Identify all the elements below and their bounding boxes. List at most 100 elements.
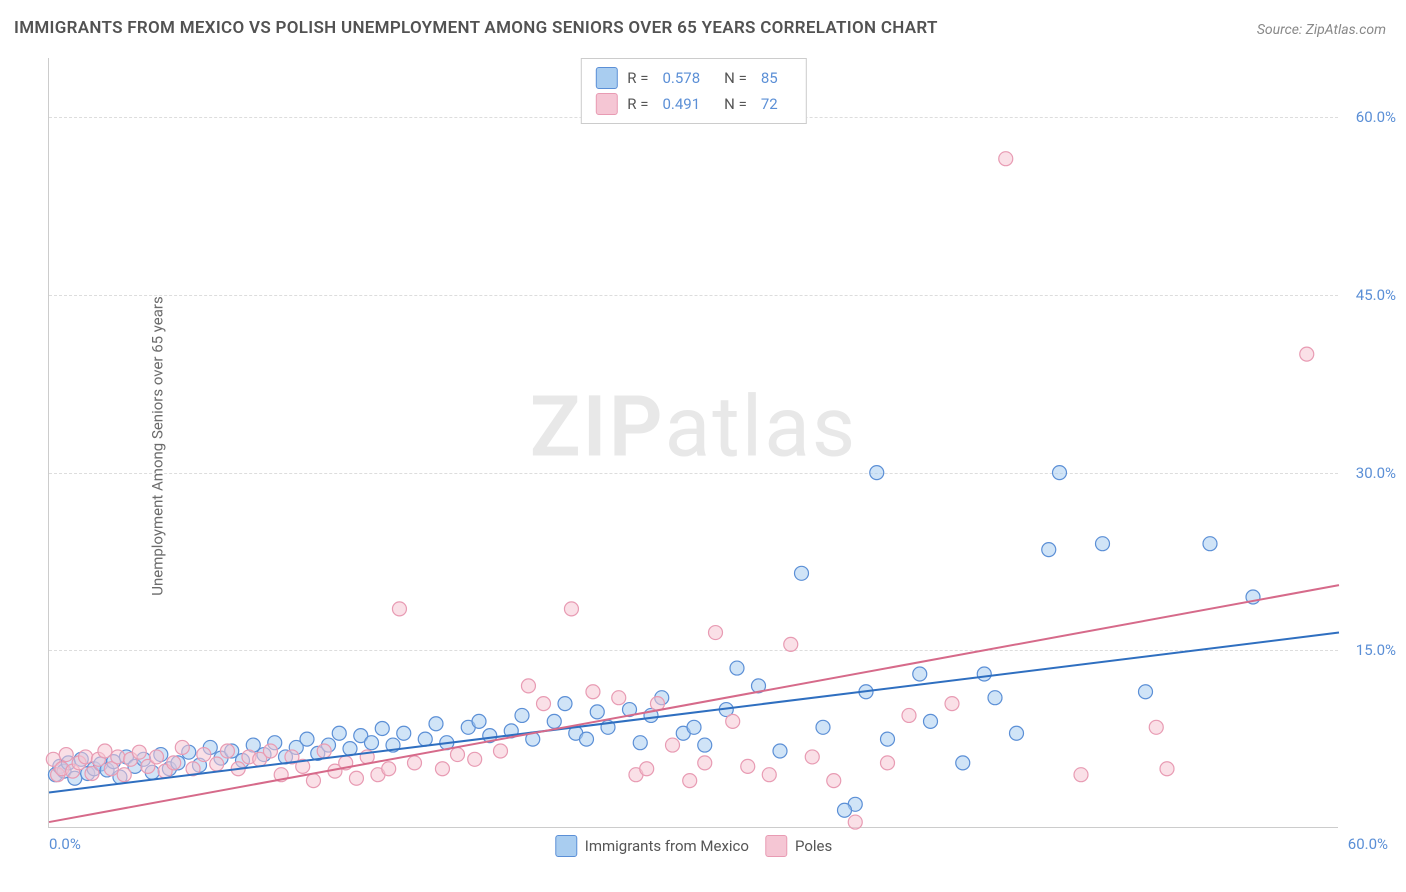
legend-series-label: Immigrants from Mexico	[585, 837, 749, 855]
legend-swatch	[595, 93, 617, 115]
data-point	[848, 815, 862, 829]
data-point	[633, 736, 647, 750]
data-point	[382, 762, 396, 776]
legend-r-value: 0.491	[662, 95, 700, 113]
data-point	[956, 756, 970, 770]
data-point	[418, 732, 432, 746]
data-point	[1160, 762, 1174, 776]
data-point	[698, 756, 712, 770]
data-point	[300, 732, 314, 746]
data-point	[902, 708, 916, 722]
trend-line	[49, 633, 1339, 793]
legend-n-value: 72	[761, 95, 778, 113]
data-point	[494, 744, 508, 758]
data-point	[640, 762, 654, 776]
data-point	[435, 762, 449, 776]
data-point	[1149, 720, 1163, 734]
data-point	[365, 736, 379, 750]
data-point	[397, 726, 411, 740]
data-point	[468, 752, 482, 766]
legend-r-label: R =	[627, 69, 648, 87]
legend-correlation-row: R = 0.578 N = 85	[595, 65, 791, 91]
data-point	[838, 803, 852, 817]
legend-r-label: R =	[627, 95, 648, 113]
legend-swatch	[595, 67, 617, 89]
legend-r-value: 0.578	[662, 69, 700, 87]
data-point	[805, 750, 819, 764]
data-point	[210, 757, 224, 771]
data-point	[612, 691, 626, 705]
correlation-chart: IMMIGRANTS FROM MEXICO VS POLISH UNEMPLO…	[0, 0, 1406, 892]
data-point	[1053, 466, 1067, 480]
data-point	[924, 714, 938, 728]
data-point	[197, 748, 211, 762]
data-point	[586, 685, 600, 699]
legend-swatch	[555, 835, 577, 857]
legend-series-item: Immigrants from Mexico	[555, 835, 749, 857]
data-point	[332, 726, 346, 740]
y-tick-label: 45.0%	[1356, 286, 1396, 304]
data-point	[698, 738, 712, 752]
data-point	[683, 774, 697, 788]
data-point	[730, 661, 744, 675]
data-point	[150, 750, 164, 764]
data-point	[827, 774, 841, 788]
data-point	[773, 744, 787, 758]
data-point	[392, 602, 406, 616]
data-point	[349, 771, 363, 785]
plot-area: ZIPatlas 15.0%30.0%45.0%60.0% R =0.578N …	[48, 58, 1338, 828]
data-point	[881, 732, 895, 746]
data-point	[111, 750, 125, 764]
data-point	[999, 152, 1013, 166]
source-label: Source:	[1257, 22, 1302, 38]
legend-n-value: 85	[761, 69, 778, 87]
data-point	[98, 744, 112, 758]
x-tick-max: 60.0%	[1348, 835, 1388, 853]
data-point	[666, 738, 680, 752]
data-point	[1042, 543, 1056, 557]
legend-swatch	[765, 835, 787, 857]
data-point	[220, 744, 234, 758]
y-tick-label: 30.0%	[1356, 464, 1396, 482]
data-point	[564, 602, 578, 616]
data-point	[558, 697, 572, 711]
data-point	[881, 756, 895, 770]
data-point	[537, 697, 551, 711]
data-point	[913, 667, 927, 681]
data-point	[59, 748, 73, 762]
data-point	[580, 732, 594, 746]
data-point	[408, 756, 422, 770]
legend-n-label: N =	[724, 69, 747, 87]
legend-series-label: Poles	[795, 837, 832, 855]
data-point	[263, 744, 277, 758]
data-point	[762, 768, 776, 782]
data-point	[429, 717, 443, 731]
data-point	[945, 697, 959, 711]
data-point	[590, 705, 604, 719]
x-tick-min: 0.0%	[49, 835, 81, 853]
data-point	[547, 714, 561, 728]
data-point	[521, 679, 535, 693]
data-point	[870, 466, 884, 480]
data-point	[306, 774, 320, 788]
data-point	[687, 720, 701, 734]
data-point	[1300, 347, 1314, 361]
data-point	[709, 626, 723, 640]
data-point	[1139, 685, 1153, 699]
legend-n-label: N =	[724, 95, 747, 113]
legend-series: Immigrants from Mexico Poles	[547, 835, 840, 857]
legend-series-item: Poles	[765, 835, 832, 857]
data-point	[816, 720, 830, 734]
data-point	[726, 714, 740, 728]
plot-svg	[49, 58, 1338, 827]
data-point	[317, 744, 331, 758]
data-point	[132, 745, 146, 759]
source-value: ZipAtlas.com	[1306, 22, 1386, 38]
data-point	[117, 768, 131, 782]
source-attribution: Source: ZipAtlas.com	[1257, 22, 1386, 38]
data-point	[784, 637, 798, 651]
data-point	[741, 759, 755, 773]
data-point	[472, 714, 486, 728]
data-point	[977, 667, 991, 681]
data-point	[167, 756, 181, 770]
